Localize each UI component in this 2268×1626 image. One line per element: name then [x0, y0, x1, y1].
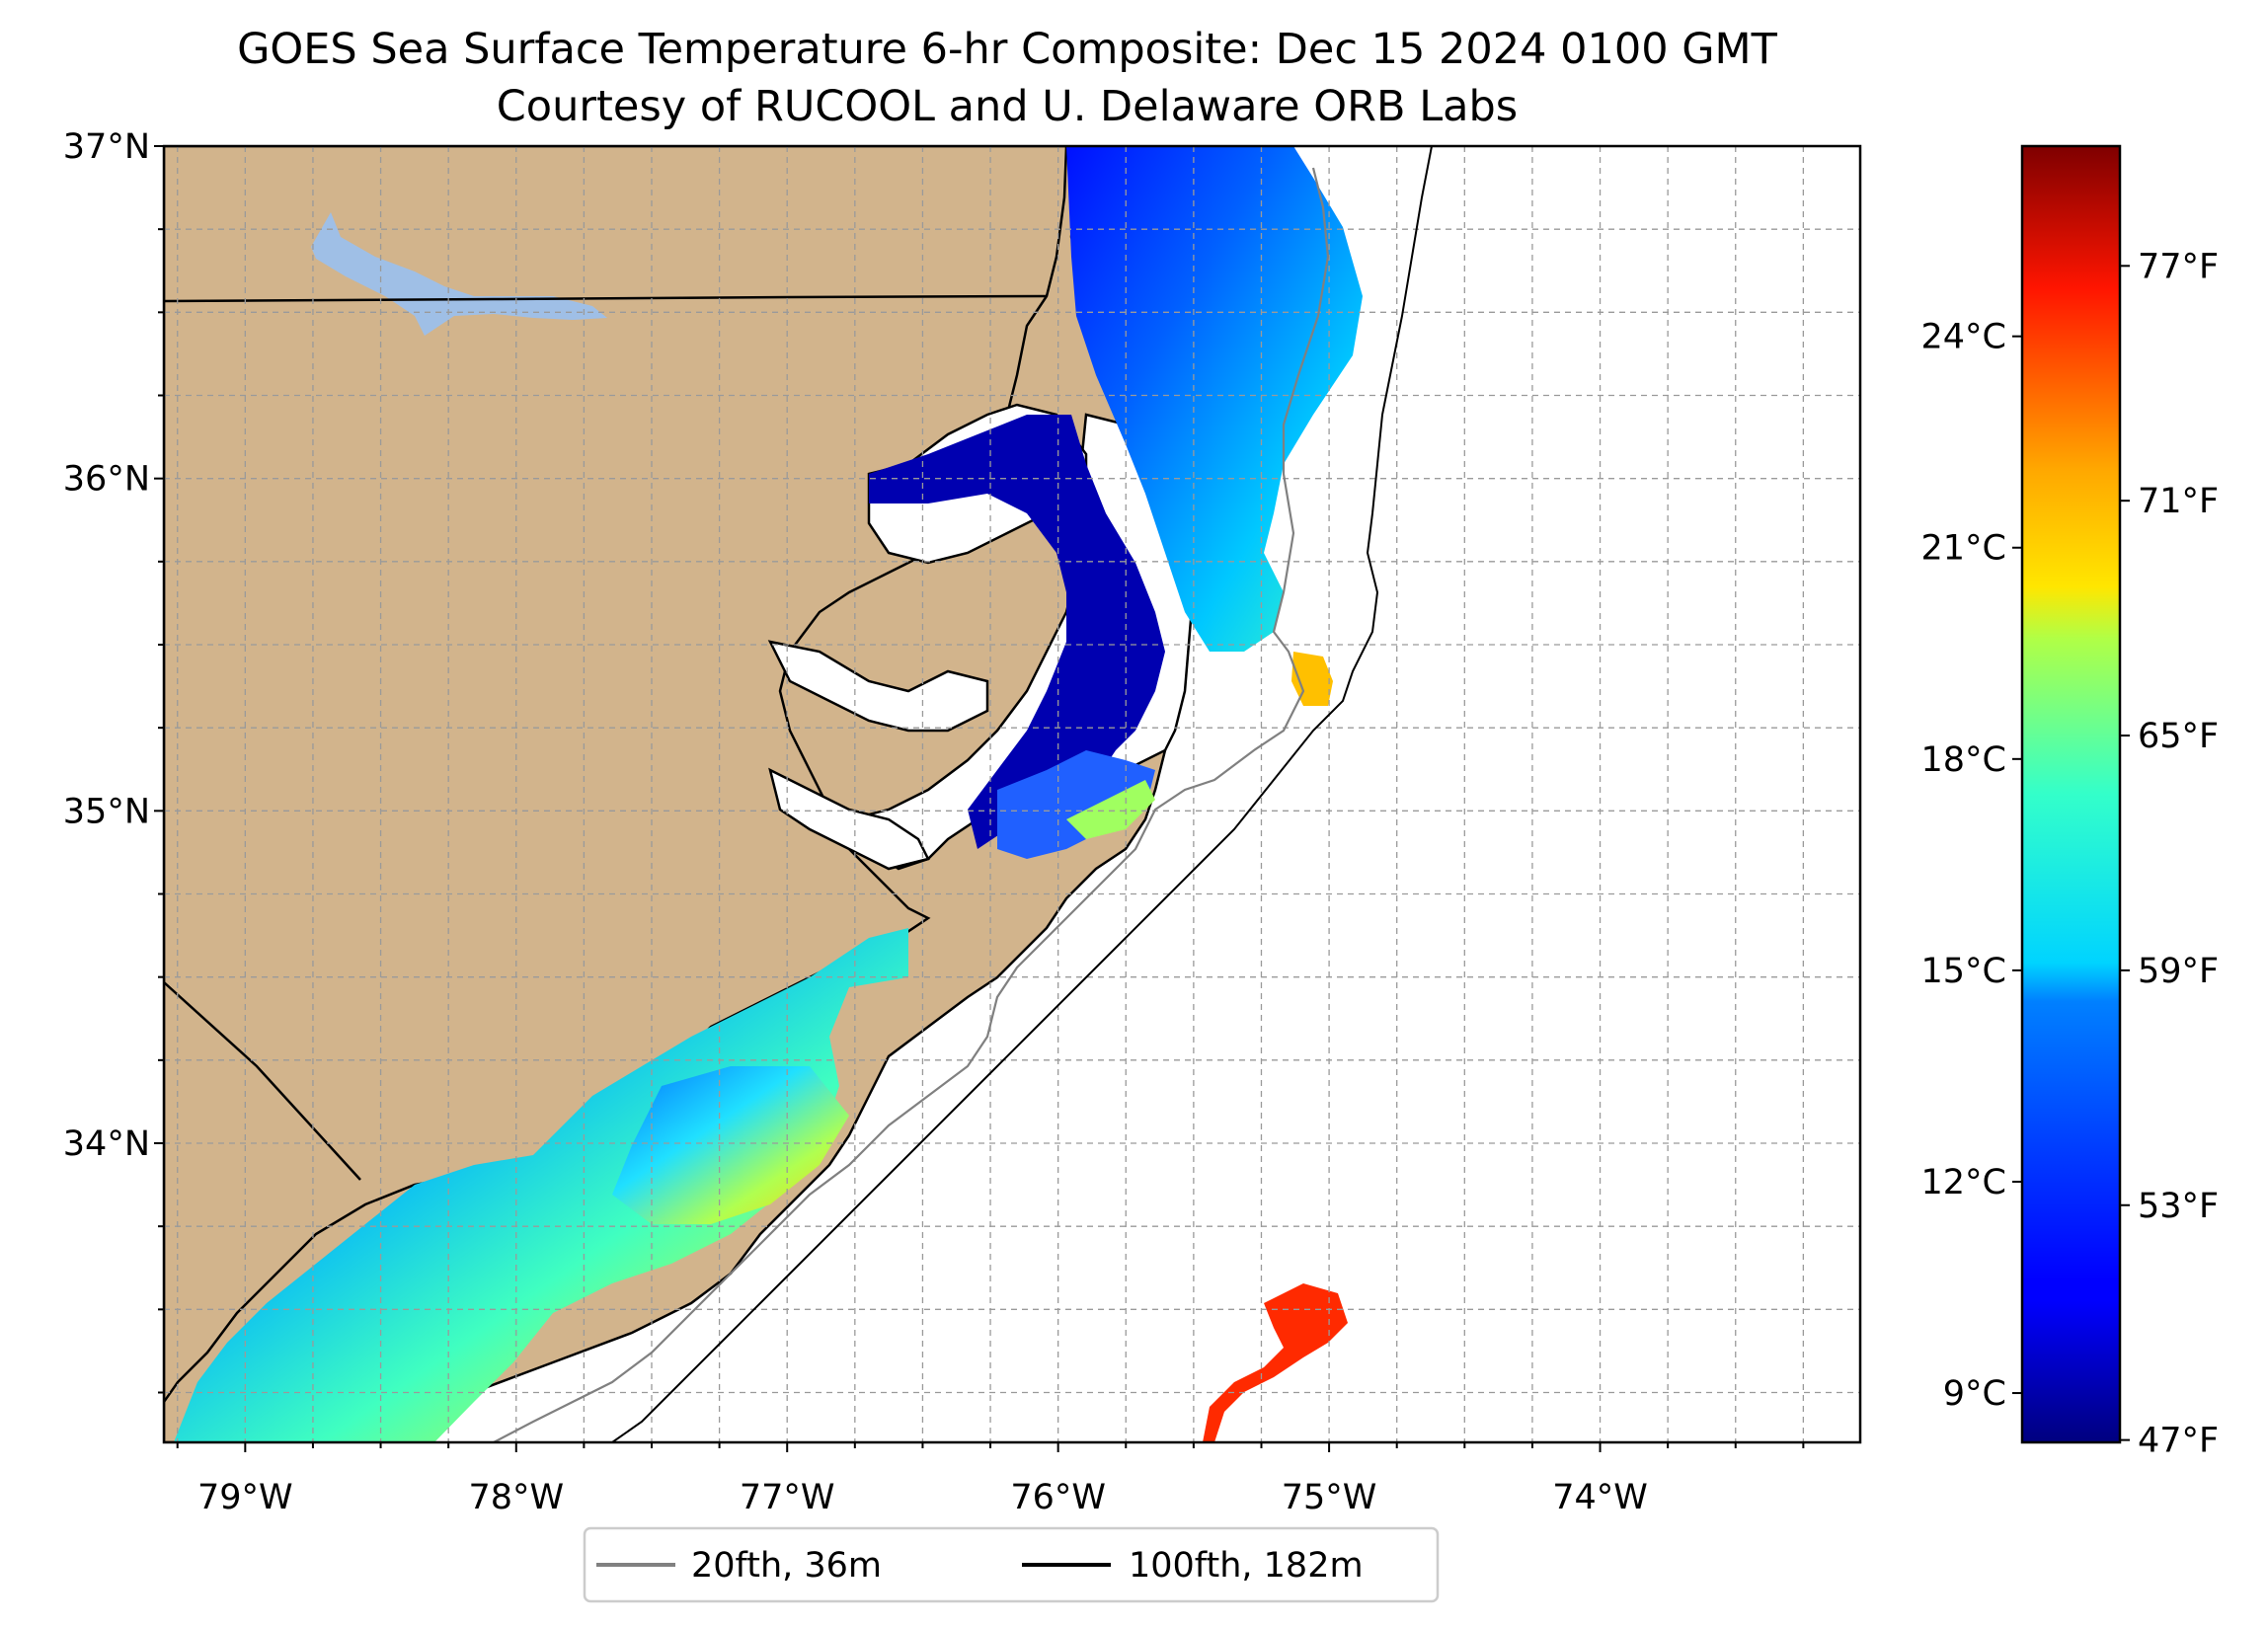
contour-20fth	[493, 167, 1330, 1442]
colorbar-fahrenheit-label: 65°F	[2138, 717, 2219, 756]
lake	[311, 212, 607, 336]
figure-subtitle: Courtesy of RUCOOL and U. Delaware ORB L…	[497, 82, 1518, 131]
colorbar-celsius-label: 15°C	[1921, 952, 2006, 991]
sst-gulfstream-eddy	[1203, 1283, 1348, 1442]
colorbar-fahrenheit-ticks: 47°F 53°F 59°F 65°F 71°F 77°F	[2120, 247, 2219, 1461]
lat-tick-label: 36°N	[63, 460, 150, 500]
lon-tick-label: 79°W	[197, 1478, 293, 1517]
lat-tick-labels: 34°N 35°N 36°N 37°N	[63, 127, 164, 1394]
colorbar-celsius-label: 18°C	[1921, 740, 2006, 780]
colorbar-celsius-label: 9°C	[1943, 1374, 2006, 1414]
colorbar-fahrenheit-label: 71°F	[2138, 482, 2219, 521]
lat-tick-label: 35°N	[63, 792, 150, 831]
state-border-nc-sc	[164, 981, 361, 1181]
contour-100fth	[611, 146, 1433, 1442]
legend: 20fth, 36m 100fth, 182m	[583, 1526, 1440, 1603]
lon-tick-label: 77°W	[740, 1478, 835, 1517]
map-frame	[162, 144, 1862, 1444]
lon-tick-label: 74°W	[1552, 1478, 1648, 1517]
colorbar-celsius-label: 24°C	[1921, 318, 2006, 357]
lon-tick-labels: 79°W 78°W 77°W 76°W 75°W 74°W	[176, 1442, 1805, 1517]
sst-onslow-warm	[612, 1066, 849, 1224]
colorbar: 9°C 12°C 15°C 18°C 21°C 24°C 47°F 53°F 59°F 65°F…	[1921, 144, 2219, 1461]
lat-tick-label: 37°N	[63, 127, 150, 167]
sst-north-patch	[1066, 146, 1363, 652]
gridlines	[164, 146, 1860, 1442]
lat-tick-label: 34°N	[63, 1124, 150, 1164]
colorbar-celsius-label: 12°C	[1921, 1163, 2006, 1202]
sst-south-patch	[174, 928, 908, 1442]
state-border-va-nc	[164, 294, 1048, 303]
lon-tick-label: 78°W	[468, 1478, 564, 1517]
colorbar-gradient	[2020, 144, 2122, 1444]
colorbar-celsius-label: 21°C	[1921, 529, 2006, 569]
sst-shelf-mid	[997, 750, 1155, 859]
lon-tick-label: 76°W	[1010, 1478, 1106, 1517]
colorbar-fahrenheit-label: 53°F	[2138, 1187, 2219, 1226]
sst-sound-cold	[869, 415, 1165, 849]
map-area: 79°W 78°W 77°W 76°W 75°W 74°W 34°N 35°N 36°N 37°…	[63, 127, 1862, 1517]
lon-tick-label: 75°W	[1282, 1478, 1377, 1517]
legend-label-20fth: 20fth, 36m	[691, 1546, 882, 1586]
neuse-river	[767, 640, 989, 733]
colorbar-fahrenheit-label: 77°F	[2138, 247, 2219, 286]
colorbar-fahrenheit-label: 47°F	[2138, 1422, 2219, 1461]
pamlico-river	[768, 767, 930, 871]
colorbar-celsius-ticks: 9°C 12°C 15°C 18°C 21°C 24°C	[1921, 318, 2022, 1414]
colorbar-fahrenheit-label: 59°F	[2138, 952, 2219, 991]
figure-title: GOES Sea Surface Temperature 6-hr Compos…	[237, 25, 1778, 74]
legend-box	[583, 1526, 1440, 1603]
legend-label-100fth: 100fth, 182m	[1129, 1546, 1364, 1586]
sst-green-strip	[1066, 780, 1155, 839]
